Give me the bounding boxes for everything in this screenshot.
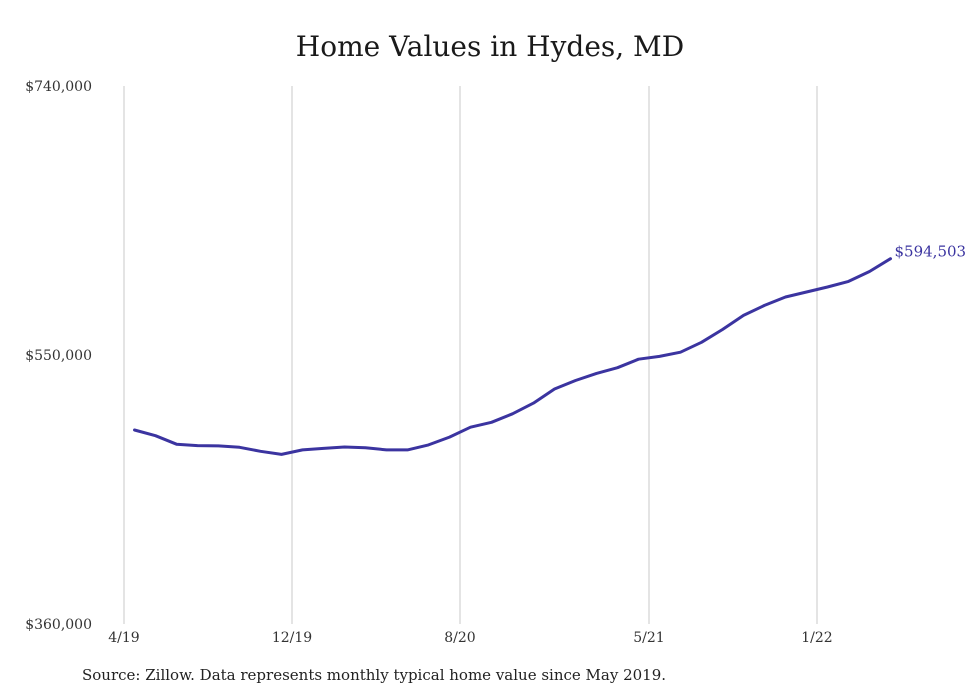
x-tick-label: 1/22	[801, 630, 832, 646]
y-tick-label: $740,000	[25, 79, 92, 95]
y-tick-label: $550,000	[25, 348, 92, 364]
source-note: Source: Zillow. Data represents monthly …	[82, 666, 667, 684]
series-line	[133, 257, 892, 456]
x-tick-label: 8/20	[444, 630, 475, 646]
y-tick-label: $360,000	[25, 617, 92, 633]
x-tick-label: 5/21	[633, 630, 664, 646]
x-tick-label: 4/19	[108, 630, 139, 646]
end-value-label: $594,503	[895, 243, 967, 261]
x-tick-label: 12/19	[272, 630, 312, 646]
chart-title: Home Values in Hydes, MD	[295, 30, 685, 63]
